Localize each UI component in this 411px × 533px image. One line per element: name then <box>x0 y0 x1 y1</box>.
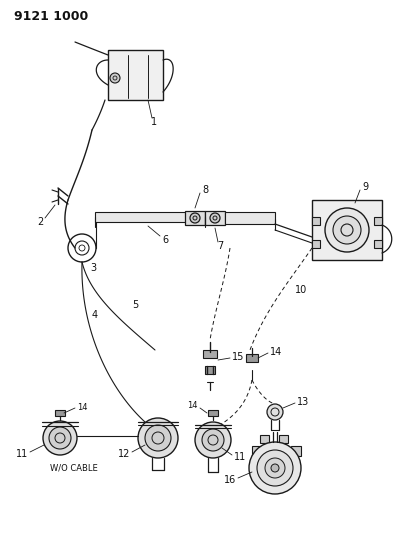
Circle shape <box>257 450 293 486</box>
Text: 3: 3 <box>90 263 96 273</box>
Bar <box>291 446 301 456</box>
Circle shape <box>333 216 361 244</box>
Bar <box>252 446 262 456</box>
Bar <box>225 212 275 224</box>
Text: 8: 8 <box>202 185 208 195</box>
Bar <box>205 366 215 374</box>
Circle shape <box>138 418 178 458</box>
Bar <box>374 240 382 248</box>
Circle shape <box>265 458 285 478</box>
Text: W/O CABLE: W/O CABLE <box>50 464 98 472</box>
Circle shape <box>110 73 120 83</box>
Text: 6: 6 <box>162 235 168 245</box>
Bar <box>260 435 269 443</box>
Circle shape <box>210 213 220 223</box>
Circle shape <box>325 208 369 252</box>
Circle shape <box>195 422 231 458</box>
Bar <box>108 50 163 100</box>
Text: 7: 7 <box>217 241 223 251</box>
Circle shape <box>145 425 171 451</box>
Circle shape <box>267 404 283 420</box>
Circle shape <box>249 442 301 494</box>
Bar <box>374 217 382 225</box>
Text: 14: 14 <box>187 401 198 410</box>
Circle shape <box>190 213 200 223</box>
Circle shape <box>271 464 279 472</box>
Text: 9: 9 <box>362 182 368 192</box>
Text: 9121 1000: 9121 1000 <box>14 10 88 22</box>
Text: 5: 5 <box>132 300 138 310</box>
Text: 2: 2 <box>37 217 43 227</box>
Text: 14: 14 <box>77 402 88 411</box>
Text: 13: 13 <box>297 397 309 407</box>
Bar <box>203 350 217 358</box>
Bar <box>205 211 225 225</box>
Bar <box>208 410 218 416</box>
Bar <box>312 200 382 260</box>
Text: 11: 11 <box>234 452 246 462</box>
Text: 4: 4 <box>92 310 98 320</box>
Bar <box>95 212 205 222</box>
Bar <box>55 410 65 416</box>
Text: 11: 11 <box>16 449 28 459</box>
Circle shape <box>43 421 77 455</box>
Bar <box>246 354 258 362</box>
Text: 10: 10 <box>295 285 307 295</box>
Bar <box>312 217 320 225</box>
Text: 16: 16 <box>224 475 236 485</box>
Text: 12: 12 <box>118 449 130 459</box>
Text: 1: 1 <box>151 117 157 127</box>
Bar <box>279 435 288 443</box>
Text: 14: 14 <box>270 347 282 357</box>
Circle shape <box>49 427 71 449</box>
Bar <box>185 211 205 225</box>
Bar <box>312 240 320 248</box>
Circle shape <box>202 429 224 451</box>
Text: 15: 15 <box>232 352 245 362</box>
